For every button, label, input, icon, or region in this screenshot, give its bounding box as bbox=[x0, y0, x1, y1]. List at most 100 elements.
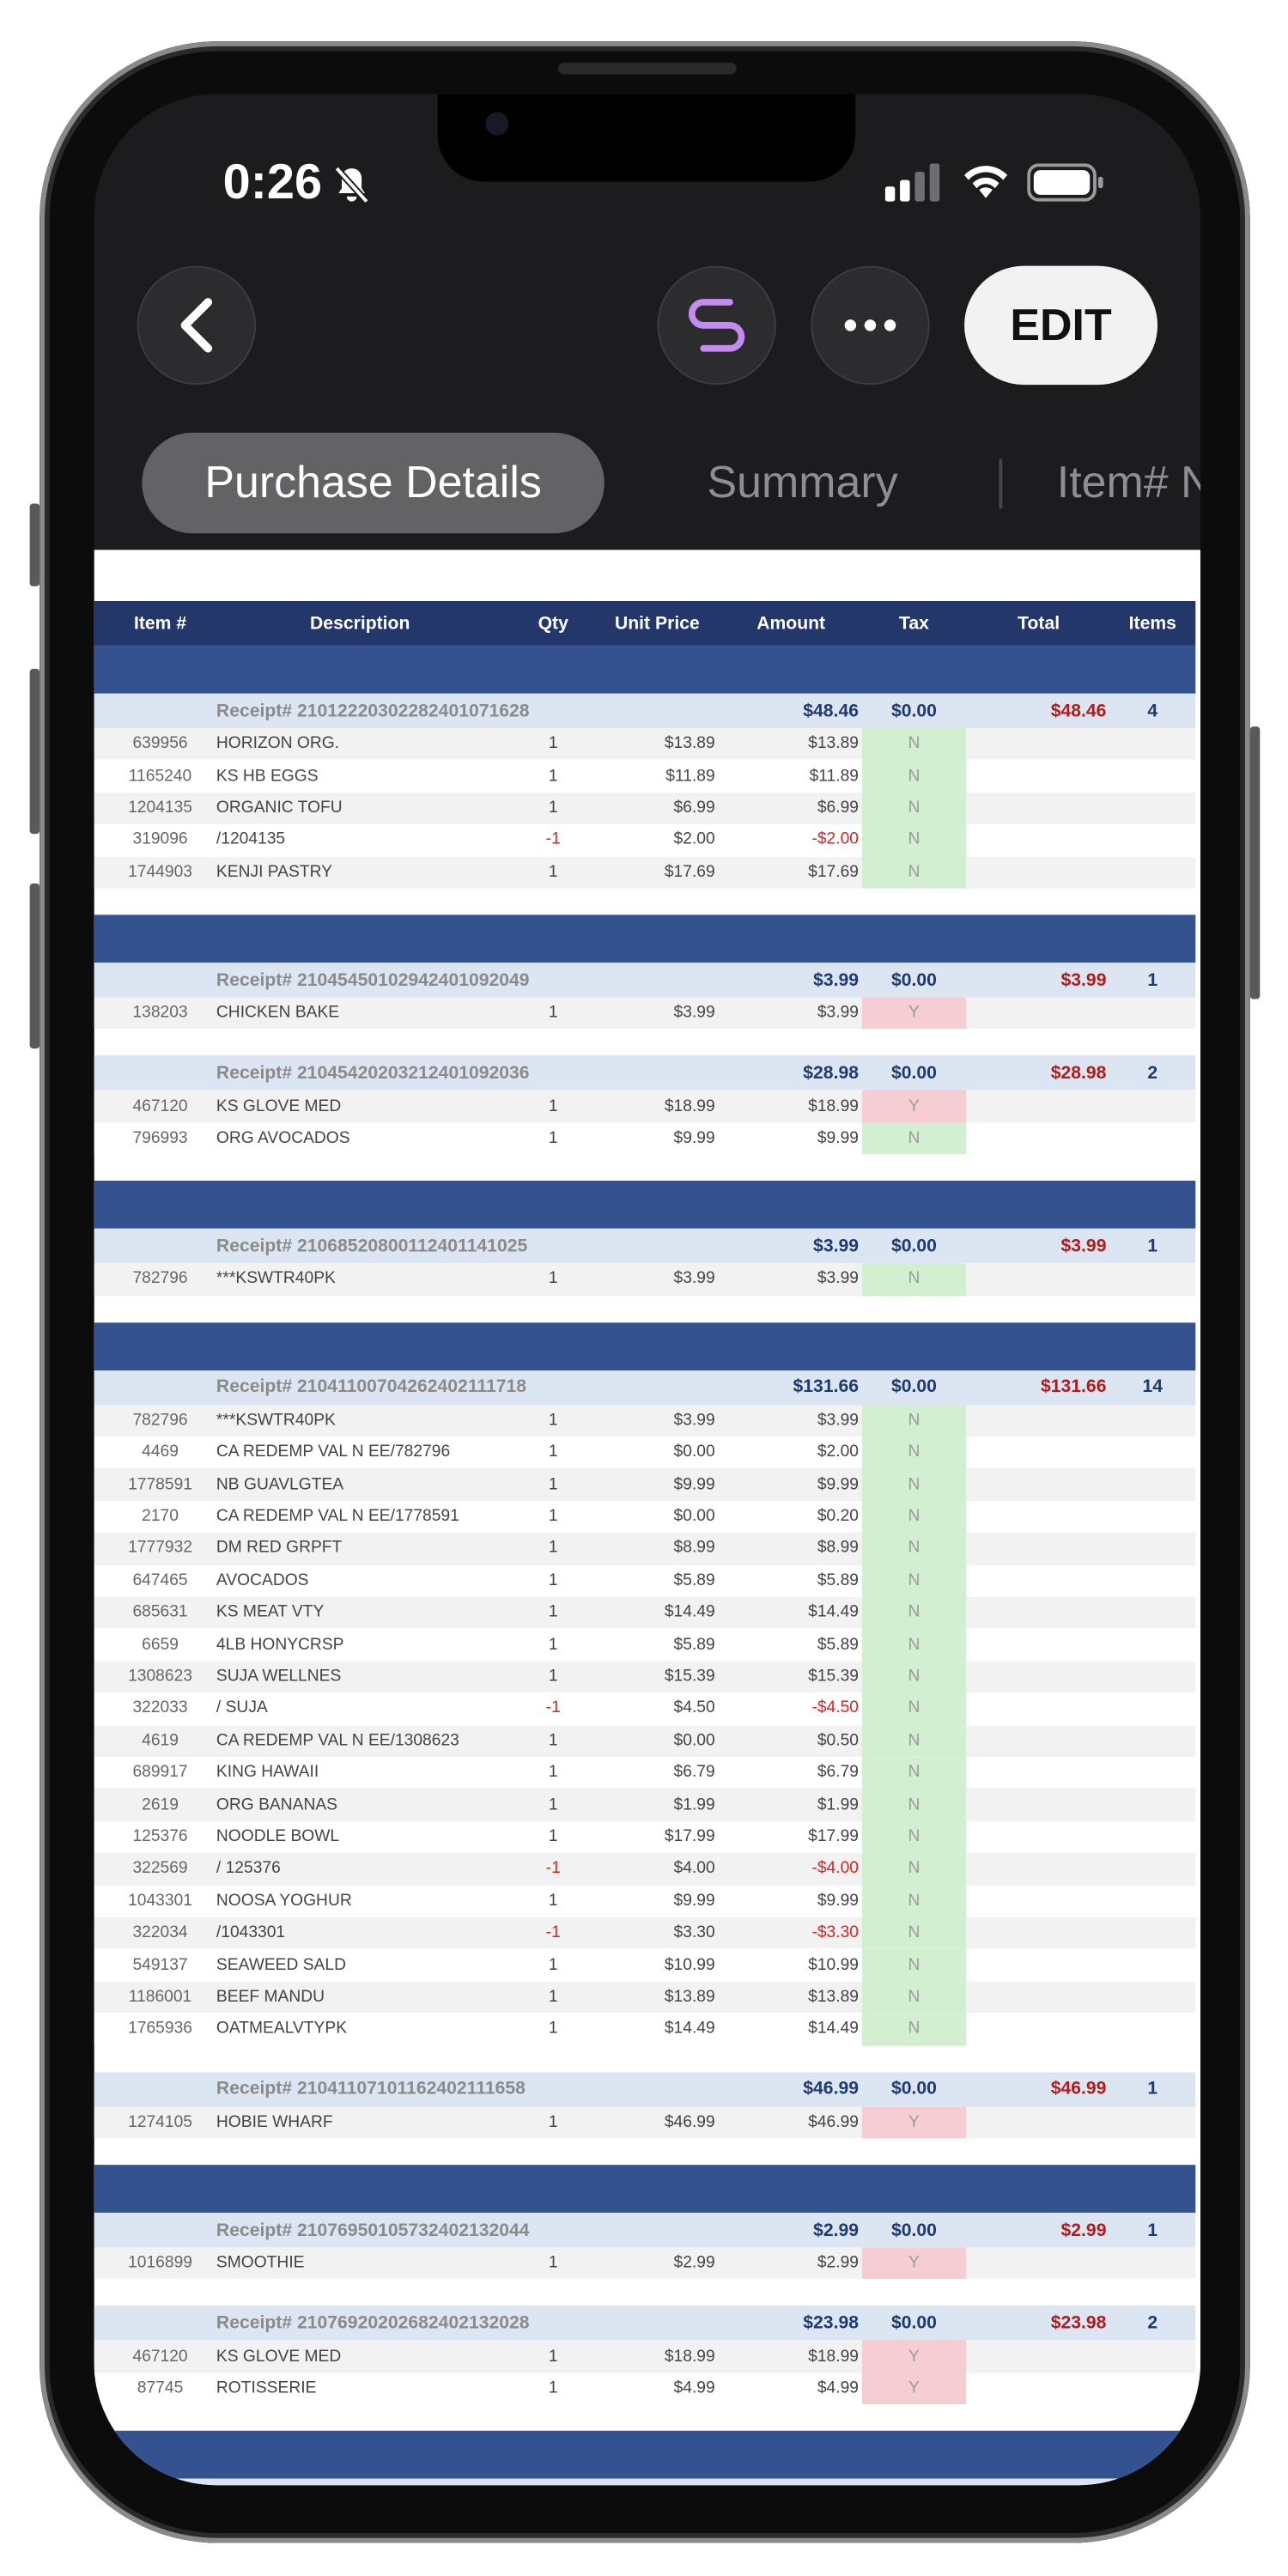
receipt-total: $28.98 bbox=[1050, 1063, 1107, 1084]
tax-flag: N bbox=[861, 1724, 966, 1758]
item-number: 1274105 bbox=[128, 2113, 192, 2132]
qty: 1 bbox=[548, 2020, 558, 2038]
qty: 1 bbox=[548, 1892, 558, 1911]
item-row: 1308623 SUJA WELLNES 1 $15.39 $15.39 N bbox=[94, 1661, 1196, 1693]
more-button[interactable] bbox=[811, 265, 930, 386]
receipt-label: Receipt# 21041107101162402111658 bbox=[216, 2079, 526, 2099]
description: NB GUAVLGTEA bbox=[216, 1475, 344, 1494]
item-number: 782796 bbox=[132, 1270, 188, 1289]
receipt-total: $3.99 bbox=[1060, 1236, 1107, 1256]
item-number: 1186001 bbox=[128, 1988, 192, 2007]
qty: 1 bbox=[548, 1827, 558, 1846]
qty: 1 bbox=[548, 1956, 558, 1975]
amount: $8.99 bbox=[817, 1540, 860, 1558]
item-row: 1016899 SMOOTHIE 1 $2.99 $2.99 Y bbox=[94, 2247, 1196, 2280]
description: ROTISSERIE bbox=[216, 2379, 317, 2398]
receipt-label: Receipt# 21045420203212401092036 bbox=[216, 1063, 530, 1084]
tab[interactable]: Summary bbox=[707, 457, 898, 507]
amount: $11.89 bbox=[809, 767, 860, 786]
receipt-total: $3.99 bbox=[1060, 969, 1107, 990]
back-icon bbox=[180, 298, 213, 353]
unit-price: $17.69 bbox=[664, 863, 715, 882]
column-header: Amount bbox=[756, 613, 826, 634]
item-number: 1308623 bbox=[128, 1668, 192, 1686]
unit-price: $13.89 bbox=[664, 735, 715, 754]
receipt-amount: $46.99 bbox=[803, 2079, 860, 2099]
qty: 1 bbox=[548, 767, 558, 786]
amount: $3.99 bbox=[817, 1270, 860, 1289]
unit-price: $2.99 bbox=[673, 2254, 715, 2273]
tax-flag: N bbox=[861, 1789, 966, 1821]
unit-price: $0.00 bbox=[673, 1507, 715, 1526]
edit-button[interactable]: EDIT bbox=[964, 265, 1158, 386]
description: CA REDEMP VAL N EE/782796 bbox=[216, 1443, 451, 1462]
description: CA REDEMP VAL N EE/1778591 bbox=[216, 1507, 459, 1526]
qty: -1 bbox=[545, 831, 561, 850]
amount: -$3.30 bbox=[811, 1923, 860, 1942]
item-number: 1016899 bbox=[128, 2254, 192, 2273]
receipt-row: Receipt# 21041100704262402111718 $131.66 $… bbox=[94, 1370, 1196, 1405]
receipt-amount: $3.99 bbox=[813, 969, 860, 990]
receipt-items: 1 bbox=[1147, 2079, 1158, 2099]
date-bar bbox=[94, 1181, 1196, 1230]
item-number: 1043301 bbox=[128, 1892, 192, 1911]
receipt-total: $46.99 bbox=[1050, 2079, 1107, 2099]
item-row: 689917 KING HAWAII 1 $6.79 $6.79 N bbox=[94, 1757, 1196, 1789]
amount: $0.50 bbox=[817, 1731, 860, 1751]
time: 0:26 bbox=[222, 155, 323, 210]
tax-flag: N bbox=[861, 1757, 966, 1789]
tax-flag: N bbox=[861, 1981, 966, 2014]
receipt-tax: $0.00 bbox=[890, 701, 937, 721]
qty: -1 bbox=[545, 1923, 561, 1942]
tax-flag: N bbox=[861, 2013, 966, 2045]
tax-flag: Y bbox=[861, 2372, 966, 2405]
unit-price: $6.99 bbox=[673, 799, 715, 817]
description: SUJA WELLNES bbox=[216, 1668, 342, 1686]
item-row: 467120 KS GLOVE MED 1 $18.99 $18.99 Y bbox=[94, 2340, 1196, 2373]
tab[interactable]: Item# N bbox=[1056, 457, 1201, 507]
date-bar bbox=[94, 645, 1196, 694]
item-row: 796993 ORG AVOCADOS 1 $9.99 $9.99 N bbox=[94, 1122, 1196, 1155]
item-number: 689917 bbox=[132, 1764, 188, 1783]
battery-icon bbox=[1027, 163, 1103, 202]
tax-flag: N bbox=[861, 1820, 966, 1854]
qty: 1 bbox=[548, 1795, 558, 1814]
description: KS GLOVE MED bbox=[216, 1097, 342, 1116]
tab-active[interactable]: Purchase Details bbox=[142, 432, 605, 534]
receipt-items: 1 bbox=[1147, 1236, 1158, 1256]
tax-flag: N bbox=[861, 1500, 966, 1533]
description: /1043301 bbox=[216, 1923, 286, 1942]
app-button[interactable] bbox=[657, 265, 776, 386]
tax-flag: N bbox=[861, 1853, 966, 1886]
description: ORG AVOCADOS bbox=[216, 1129, 350, 1148]
tax-flag: N bbox=[861, 1404, 966, 1437]
item-row: 1744903 KENJI PASTRY 1 $17.69 $17.69 N bbox=[94, 856, 1196, 889]
description: SEAWEED SALD bbox=[216, 1956, 346, 1975]
unit-price: $5.89 bbox=[673, 1635, 715, 1655]
qty: 1 bbox=[548, 2347, 558, 2366]
item-number: 125376 bbox=[132, 1827, 188, 1846]
receipt-items: 4 bbox=[1147, 701, 1158, 721]
unit-price: $6.79 bbox=[673, 1764, 715, 1783]
qty: 1 bbox=[548, 2254, 558, 2273]
receipt-items: 1 bbox=[1147, 969, 1158, 990]
unit-price: $13.89 bbox=[664, 1988, 715, 2007]
amount: -$2.00 bbox=[811, 831, 860, 850]
unit-price: $14.49 bbox=[664, 2020, 715, 2038]
amount: $5.89 bbox=[817, 1635, 860, 1655]
amount: $46.99 bbox=[808, 2113, 860, 2132]
amount: $13.89 bbox=[808, 1988, 860, 2007]
receipt-label: Receipt# 21012220302282401071628 bbox=[216, 701, 530, 721]
back-button[interactable] bbox=[137, 265, 257, 386]
receipt-items: 1 bbox=[1147, 2220, 1158, 2240]
date-bar bbox=[94, 2431, 1196, 2479]
more-icon bbox=[844, 319, 896, 331]
qty: 1 bbox=[548, 1411, 558, 1430]
unit-price: $4.99 bbox=[673, 2379, 715, 2398]
tab-divider bbox=[999, 459, 1003, 509]
receipt-total: $48.46 bbox=[1050, 701, 1107, 721]
amount: $18.99 bbox=[808, 1097, 860, 1116]
receipt-label: Receipt# 21045450102942401092049 bbox=[216, 969, 530, 990]
qty: 1 bbox=[548, 1507, 558, 1526]
item-row: 4469 CA REDEMP VAL N EE/782796 1 $0.00 $2.00… bbox=[94, 1437, 1196, 1469]
